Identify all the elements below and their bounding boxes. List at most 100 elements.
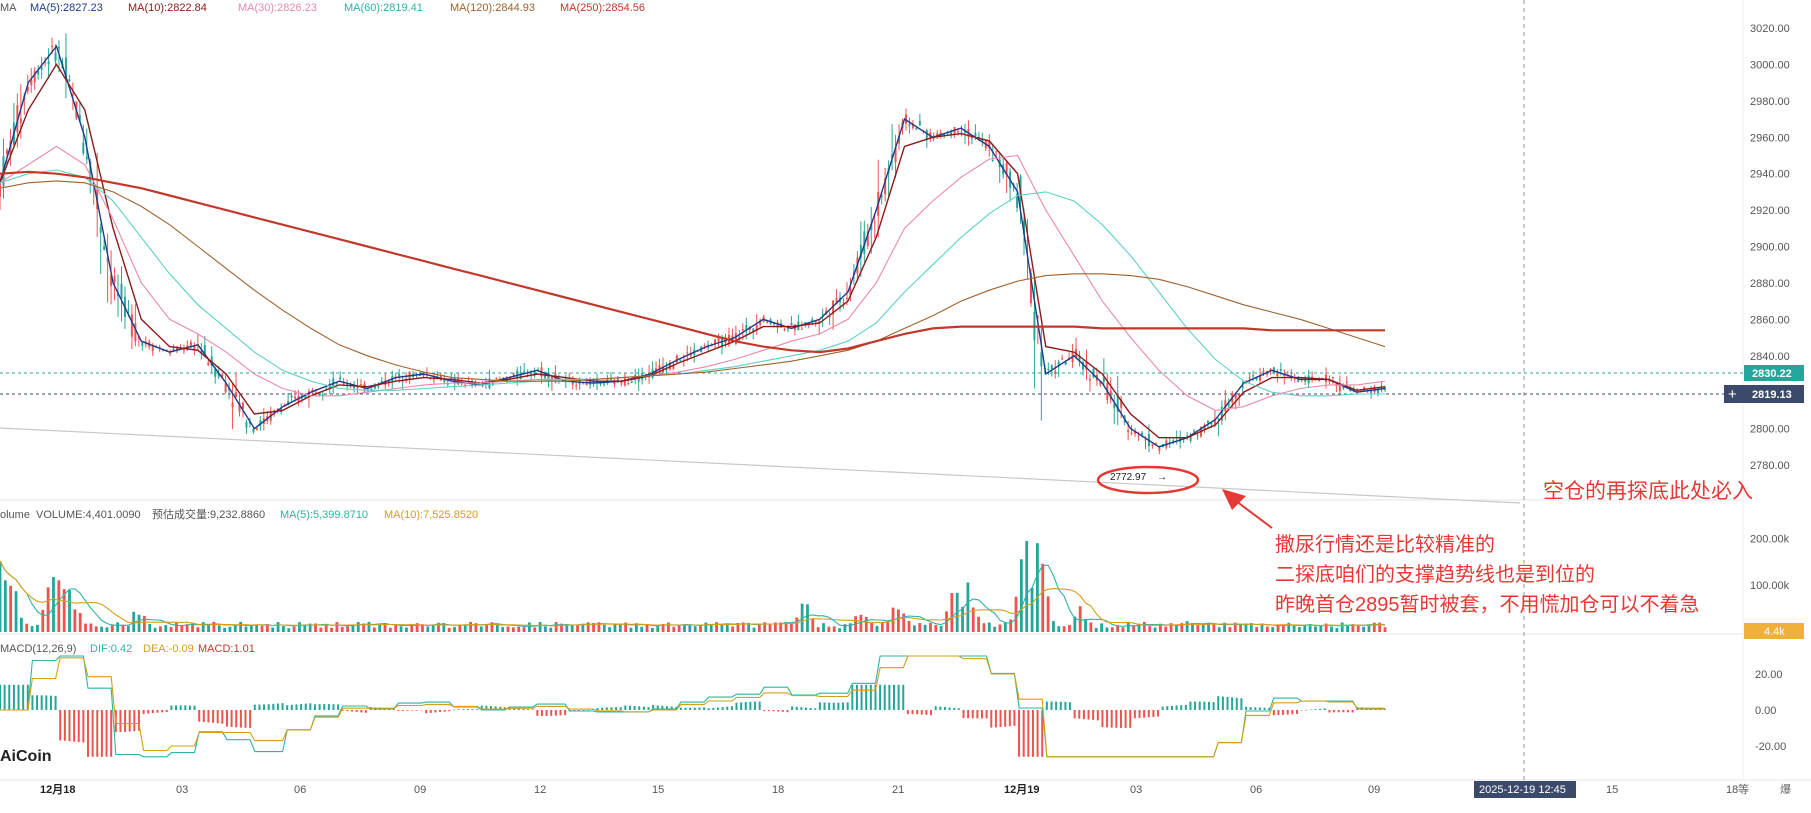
candle-body	[255, 428, 258, 430]
macd-histogram-bar	[184, 705, 187, 710]
candle-body	[221, 374, 224, 378]
volume-bar	[1036, 543, 1039, 632]
volume-bar	[752, 627, 756, 632]
volume-bar	[731, 626, 735, 632]
volume-bar	[405, 627, 408, 632]
candle-body	[1259, 375, 1262, 381]
corner-char-2[interactable]: 爆	[1780, 782, 1791, 796]
macd-histogram-bar	[837, 702, 840, 710]
candle-body	[82, 142, 85, 154]
volume-bar	[383, 622, 387, 632]
macd-histogram-bar	[1263, 707, 1266, 710]
macd-histogram-bar	[1286, 710, 1289, 715]
macd-histogram-bar	[439, 710, 442, 713]
macd-histogram-bar	[1254, 707, 1257, 710]
macd-histogram-bar	[661, 705, 664, 710]
volume-bar	[1019, 559, 1023, 632]
macd-histogram-bar	[337, 704, 340, 710]
macd-histogram-bar	[295, 704, 298, 710]
candle-body	[866, 231, 869, 246]
volume-bar	[1196, 625, 1200, 632]
volume-bar	[768, 623, 772, 632]
macd-histogram-bar	[712, 707, 715, 710]
macd-histogram-bar	[689, 707, 692, 710]
macd-axis: 20.00 0.00 -20.00	[1755, 669, 1786, 753]
price-tick-label: 3020.00	[1750, 23, 1790, 35]
plus-icon[interactable]: +	[1728, 386, 1737, 403]
candle-body	[821, 313, 824, 315]
volume-bar	[741, 622, 745, 632]
volume-bar	[415, 623, 419, 632]
volume-bar	[565, 625, 569, 632]
macd-histogram-bar	[156, 710, 159, 713]
candle-body	[1293, 378, 1296, 380]
volume-tick-label: 100.00k	[1750, 580, 1790, 592]
crosshair-plus-button[interactable]	[1724, 385, 1744, 403]
macd-histogram-bar	[225, 710, 228, 727]
candle-body	[68, 79, 71, 82]
volume-bar	[1132, 625, 1136, 632]
volume-bar	[453, 627, 456, 632]
volume-bar	[1153, 627, 1157, 632]
candle-body	[33, 71, 36, 83]
volume-bar	[934, 624, 938, 632]
volume-bar	[1073, 616, 1077, 632]
macd-histogram-bar	[1069, 702, 1072, 710]
macd-histogram-bar	[360, 710, 363, 713]
volume-bar	[335, 622, 339, 632]
volume-bar	[442, 623, 446, 632]
volume-bar	[271, 627, 275, 632]
annotation-line-3: 昨晚首仓2895暂时被套，不用慌加仓可以不着急	[1275, 593, 1700, 616]
volume-bar	[533, 627, 537, 632]
candle-body	[78, 115, 81, 121]
volume-bar	[720, 624, 724, 632]
candle-body	[1269, 368, 1272, 371]
macd-histogram-bar	[323, 704, 326, 710]
candle-body	[120, 283, 123, 299]
volume-bar	[410, 623, 414, 632]
time-tick-label: 18	[772, 784, 784, 796]
volume-bar	[1287, 622, 1291, 632]
candle-body	[995, 151, 998, 153]
candle-body	[1356, 390, 1359, 392]
candle-body	[981, 138, 984, 142]
corner-char-1[interactable]: 等	[1738, 782, 1749, 796]
time-tick-label: 03	[1130, 784, 1142, 796]
macd-histogram-bar	[239, 710, 242, 728]
candle-body	[51, 46, 54, 48]
candle-body	[162, 350, 165, 352]
volume-bar	[1351, 624, 1355, 632]
volume-bar	[68, 590, 71, 632]
macd-histogram-bar	[263, 704, 266, 710]
candle-body	[512, 373, 515, 377]
candle-body	[85, 156, 88, 160]
volume-bar	[1217, 627, 1221, 632]
candle-body	[464, 384, 467, 386]
macd-histogram-bar	[12, 684, 15, 710]
candle-body	[1050, 365, 1053, 370]
volume-bar	[838, 628, 841, 632]
candle-body	[241, 403, 244, 409]
candle-body	[1210, 422, 1213, 425]
volume-bar	[832, 626, 836, 632]
volume-bar	[613, 624, 617, 632]
volume-bar	[0, 561, 2, 632]
macd-dif: DIF:0.42	[90, 643, 132, 655]
volume-bar	[950, 592, 954, 632]
candle-body	[328, 384, 331, 390]
candle-body	[894, 147, 897, 163]
candle-body	[564, 378, 567, 382]
macd-histogram-bar	[1189, 701, 1192, 710]
macd-histogram-bar	[1249, 707, 1252, 710]
candle-body	[287, 401, 290, 405]
candle-body	[127, 308, 130, 310]
macd-histogram-bar	[1212, 702, 1215, 710]
volume-bar	[1180, 623, 1184, 632]
candle-body	[991, 160, 994, 162]
candle-body	[217, 372, 220, 377]
candle-body	[294, 396, 297, 399]
candle-body	[1088, 379, 1091, 381]
support-trendline[interactable]	[0, 427, 1521, 504]
